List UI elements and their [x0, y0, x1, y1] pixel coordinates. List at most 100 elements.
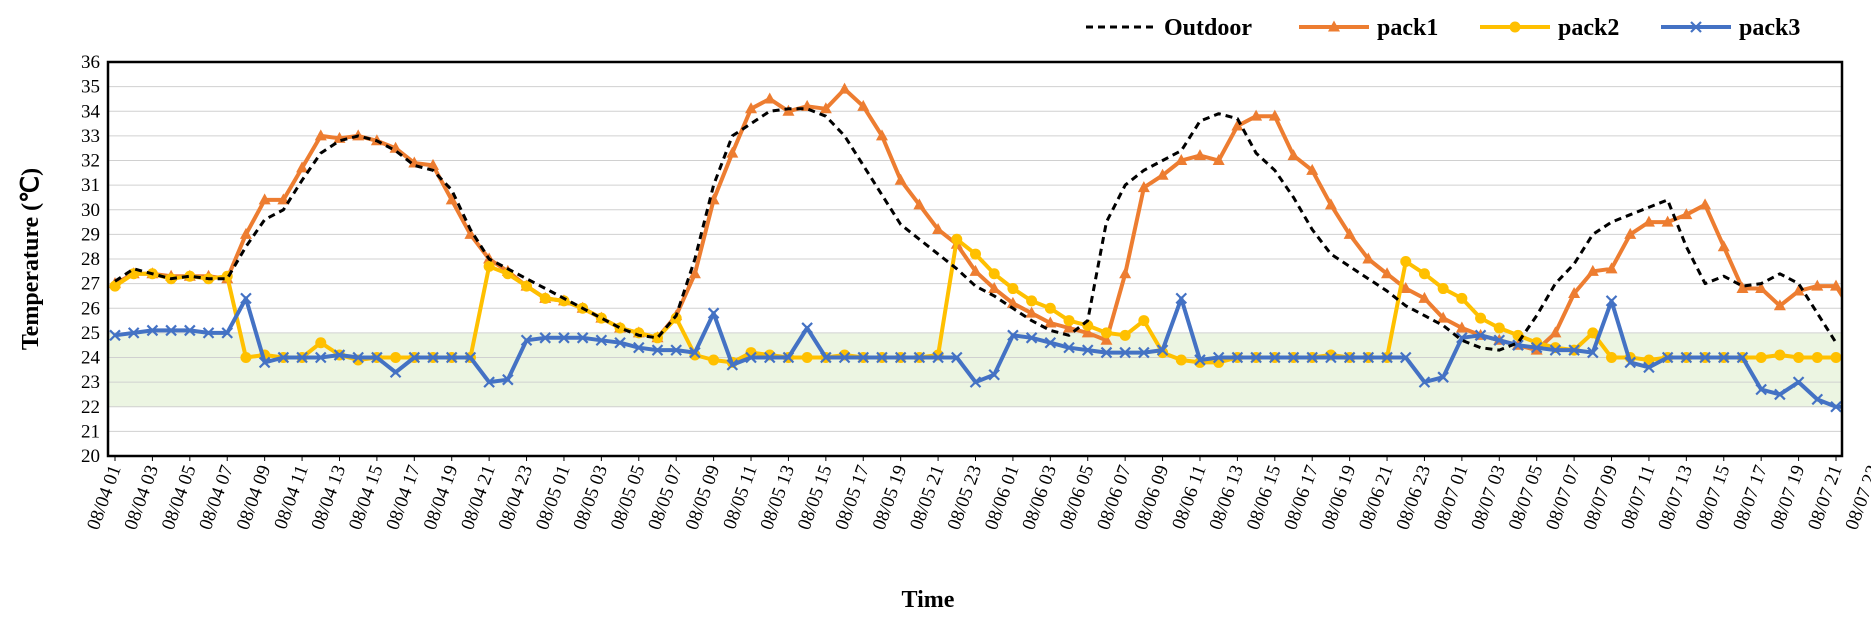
- data-point-pack1: [1736, 282, 1749, 294]
- data-point-pack3: [408, 351, 421, 364]
- data-point-pack2: [1175, 354, 1187, 366]
- data-point-pack2: [1418, 268, 1430, 280]
- data-point-pack3: [614, 336, 626, 349]
- data-point-pack1: [838, 82, 851, 94]
- data-point-pack2: [539, 292, 551, 304]
- legend: Outdoor pack1 pack2 pack3: [1086, 15, 1800, 41]
- data-point-pack1: [1418, 291, 1431, 303]
- y-tick-label: 33: [81, 126, 100, 147]
- data-point-pack2: [988, 268, 1000, 280]
- data-point-pack3: [932, 351, 944, 364]
- data-point-pack1: [1811, 279, 1824, 291]
- data-point-pack1: [726, 146, 739, 158]
- data-point-pack1: [932, 222, 945, 234]
- data-point-pack1: [988, 282, 1001, 294]
- data-point-pack1: [801, 99, 814, 111]
- data-point-pack3: [389, 366, 402, 379]
- x-tick-label: 08/04 21: [457, 463, 500, 533]
- data-point-pack1: [1792, 284, 1805, 296]
- x-axis-title: Time: [902, 587, 955, 613]
- data-point-pack1: [1025, 306, 1038, 318]
- data-point-pack1: [1586, 264, 1599, 276]
- data-point-pack3: [1530, 341, 1543, 354]
- data-point-pack1: [239, 227, 252, 239]
- data-point-pack1: [688, 267, 701, 279]
- data-point-pack2: [1437, 283, 1449, 295]
- data-point-pack3: [801, 322, 813, 334]
- data-point-pack3: [127, 327, 140, 339]
- data-point-pack1: [875, 129, 888, 141]
- data-point-pack2: [1793, 352, 1805, 363]
- data-point-pack2: [1606, 352, 1618, 363]
- data-point-pack3: [689, 346, 701, 359]
- data-point-pack1: [1717, 240, 1730, 252]
- data-point-pack1: [427, 158, 440, 170]
- x-tick-label: 08/06 17: [1280, 463, 1323, 533]
- data-point-pack3: [1119, 346, 1131, 359]
- y-tick-label: 25: [81, 323, 100, 344]
- data-point-pack3: [502, 373, 514, 386]
- data-point-pack1: [1680, 208, 1693, 220]
- x-tick-label: 08/04 07: [195, 463, 238, 533]
- data-point-pack3: [1699, 351, 1711, 364]
- data-point-pack3: [1325, 351, 1337, 364]
- data-point-pack3: [633, 341, 645, 354]
- y-tick-label: 34: [81, 101, 101, 122]
- data-point-pack1: [1642, 215, 1655, 227]
- data-point-pack3: [558, 332, 570, 344]
- data-point-pack2: [1119, 329, 1131, 341]
- x-tick-label: 08/05 09: [682, 463, 725, 533]
- data-point-pack3: [464, 351, 477, 364]
- data-point-pack3: [951, 351, 963, 364]
- x-tick-label: 08/07 11: [1617, 463, 1659, 533]
- data-point-pack2: [1587, 327, 1599, 339]
- data-point-pack3: [1512, 339, 1524, 351]
- x-tick-label: 08/07 03: [1467, 463, 1510, 533]
- data-point-pack1: [894, 173, 907, 185]
- data-point-pack3: [202, 327, 215, 339]
- x-tick-label: 08/07 21: [1804, 463, 1847, 533]
- data-point-pack3: [707, 307, 720, 319]
- x-tick-label: 08/06 21: [1355, 463, 1398, 533]
- x-tick-label: 08/05 19: [869, 463, 912, 533]
- data-point-pack2: [708, 354, 720, 366]
- data-point-pack2: [595, 312, 607, 324]
- data-point-pack1: [1306, 163, 1319, 175]
- data-point-pack3: [595, 334, 608, 347]
- data-point-pack2: [1456, 292, 1468, 304]
- data-point-pack3: [1755, 383, 1767, 396]
- data-point-pack1: [1212, 154, 1225, 165]
- data-point-pack1: [1455, 321, 1468, 333]
- x-tick-label: 08/05 13: [756, 463, 799, 533]
- data-point-pack3: [445, 351, 458, 364]
- data-point-pack1: [1268, 109, 1281, 121]
- data-point-pack3: [782, 351, 795, 364]
- data-point-pack1: [1250, 109, 1263, 121]
- data-point-pack2: [614, 322, 626, 334]
- data-point-pack1: [1399, 282, 1412, 294]
- data-point-pack1: [1437, 311, 1450, 323]
- data-point-pack3: [240, 292, 252, 305]
- x-tick-label: 08/07 17: [1729, 463, 1772, 533]
- data-point-pack3: [1587, 346, 1599, 359]
- data-point-pack3: [277, 351, 290, 364]
- data-point-pack1: [389, 141, 402, 153]
- data-point-pack1: [1006, 296, 1019, 308]
- data-point-pack1: [296, 161, 309, 173]
- data-point-pack3: [1025, 332, 1038, 344]
- data-point-pack3: [1605, 295, 1618, 307]
- x-tick-label: 08/05 01: [532, 463, 575, 533]
- data-point-pack1: [258, 193, 271, 205]
- data-point-pack3: [1156, 344, 1169, 356]
- data-point-pack3: [670, 344, 682, 356]
- data-point-pack3: [296, 351, 308, 364]
- x-tick-label: 08/05 21: [906, 463, 949, 533]
- data-point-pack3: [1717, 351, 1730, 364]
- x-tick-label: 08/06 03: [1018, 463, 1061, 533]
- y-tick-label: 22: [81, 397, 100, 418]
- data-point-pack1: [1605, 262, 1618, 274]
- data-point-pack3: [1774, 388, 1786, 401]
- x-tick-label: 08/04 19: [420, 463, 463, 533]
- data-point-pack2: [1643, 354, 1655, 366]
